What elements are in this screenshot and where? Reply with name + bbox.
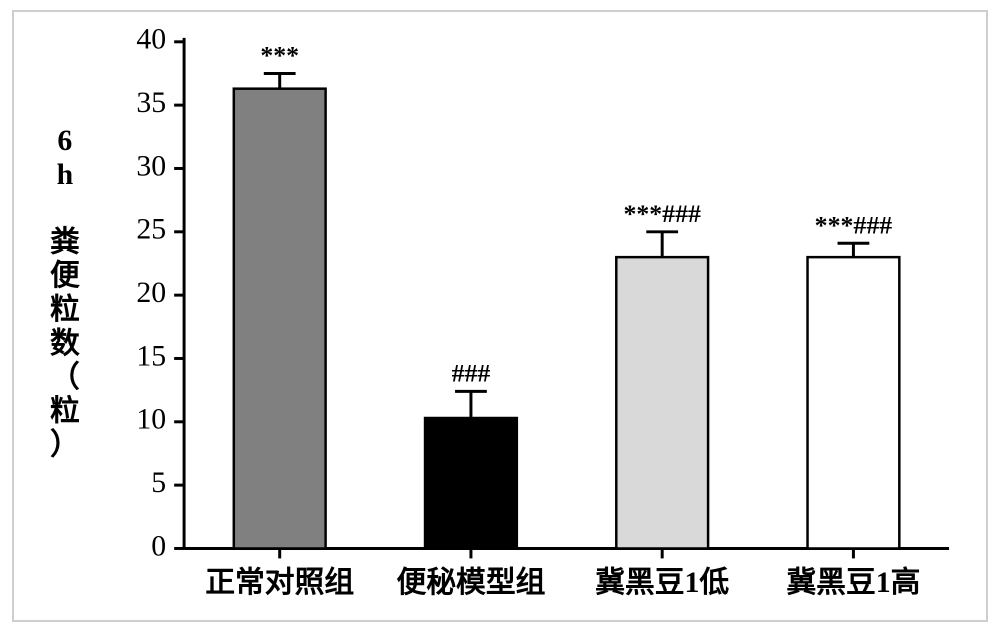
y-axis-label-char: 粪 — [50, 225, 80, 258]
ytick-label: 35 — [136, 86, 166, 119]
significance-label: ***### — [815, 210, 893, 239]
bar-chart: 0 5 10 15 20 25 30 35 40 *** 正常对照组 ### 便秘模型组 ***### 冀黑… — [14, 12, 986, 620]
bar — [234, 89, 326, 549]
ytick-label: 20 — [136, 276, 166, 309]
ytick-label: 30 — [136, 149, 166, 182]
significance-label: *** — [260, 41, 299, 70]
y-axis-label-char: 粒 — [50, 292, 80, 326]
y-axis-label-char: 6 — [57, 124, 72, 157]
ytick-label: 0 — [151, 529, 166, 562]
y-axis-label-char: 便 — [50, 259, 81, 292]
y-axis-label-char: ） — [50, 428, 80, 461]
category-label: 便秘模型组 — [396, 565, 545, 599]
ytick-label: 40 — [136, 23, 166, 56]
ytick-label: 25 — [136, 213, 166, 246]
y-axis-label-char: h — [57, 158, 74, 191]
category-label: 冀黑豆1高 — [786, 566, 920, 599]
y-axis-label-char: 粒 — [50, 393, 80, 427]
y-axis-label-char: 数 — [50, 327, 80, 360]
bar — [616, 257, 708, 548]
y-axis-label-char: （ — [50, 361, 80, 394]
ytick-label: 10 — [136, 403, 166, 436]
figure-frame: 0 5 10 15 20 25 30 35 40 *** 正常对照组 ### 便秘模型组 ***### 冀黑… — [12, 10, 988, 622]
ytick-label: 5 — [151, 466, 166, 499]
bar — [808, 257, 900, 548]
ytick-label: 15 — [136, 339, 166, 372]
bar — [425, 418, 517, 548]
category-label: 冀黑豆1低 — [595, 566, 729, 599]
category-label: 正常对照组 — [205, 565, 354, 599]
significance-label: ### — [452, 358, 491, 387]
significance-label: ***### — [623, 199, 701, 228]
